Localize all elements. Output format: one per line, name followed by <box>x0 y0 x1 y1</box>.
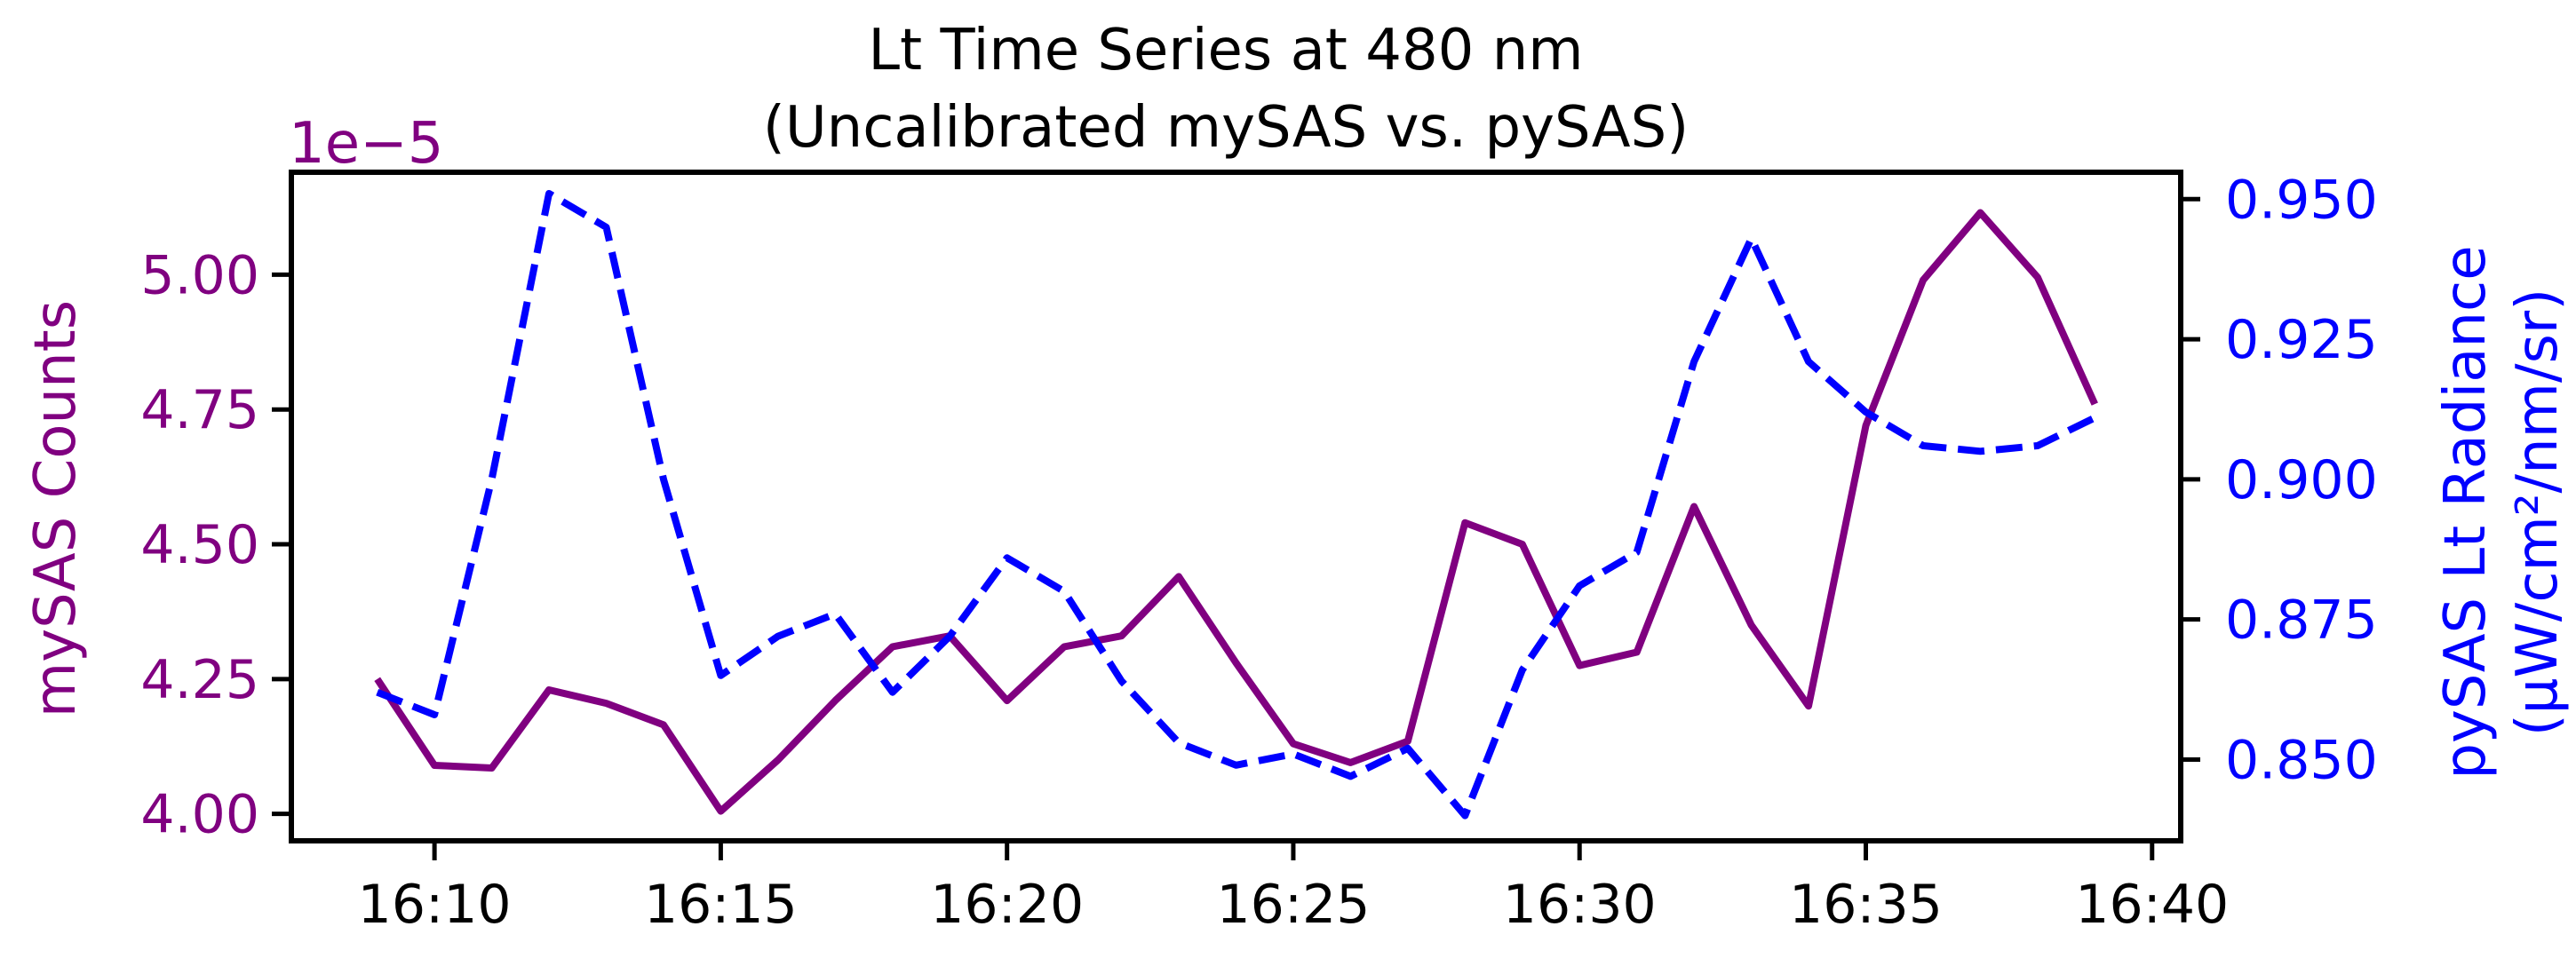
plot-marks <box>374 190 2098 820</box>
chart-title-line2: (Uncalibrated mySAS vs. pySAS) <box>763 95 1689 161</box>
left-y-tick-label: 4.25 <box>140 649 259 711</box>
pysas-series-line <box>376 190 2097 820</box>
right-y-tick-label: 0.925 <box>2225 309 2378 371</box>
x-tick-label: 16:40 <box>2075 874 2229 936</box>
left-y-tick-label: 4.75 <box>140 379 259 441</box>
mysas-series-line <box>374 209 2098 815</box>
right-axis-label-line2: (µW/cm²/nm/sr) <box>2505 289 2571 736</box>
x-tick-label: 16:25 <box>1216 874 1370 936</box>
right-y-tick-label: 0.900 <box>2225 449 2378 511</box>
right-axis-label-line1: pySAS Lt Radiance <box>2433 245 2499 779</box>
ticks: 16:10 16:15 16:20 16:25 16:30 16:35 16:40 4.00 4… <box>140 169 2377 936</box>
x-tick-label: 16:15 <box>644 874 798 936</box>
left-y-tick-label: 4.50 <box>140 514 259 576</box>
chart-title-line1: Lt Time Series at 480 nm <box>868 18 1583 83</box>
x-tick-label: 16:35 <box>1789 874 1943 936</box>
plot-frame <box>289 170 2183 843</box>
right-y-tick-label: 0.850 <box>2225 729 2378 791</box>
left-y-tick-label: 4.00 <box>140 784 259 846</box>
right-y-tick-label: 0.950 <box>2225 169 2378 231</box>
left-y-tick-label: 5.00 <box>140 244 259 306</box>
x-tick-label: 16:30 <box>1503 874 1657 936</box>
x-tick-label: 16:10 <box>358 874 512 936</box>
left-axis-offset-text: 1e−5 <box>289 111 443 177</box>
x-tick-label: 16:20 <box>930 874 1084 936</box>
left-axis-label: mySAS Counts <box>23 300 89 717</box>
right-y-tick-label: 0.875 <box>2225 590 2378 652</box>
